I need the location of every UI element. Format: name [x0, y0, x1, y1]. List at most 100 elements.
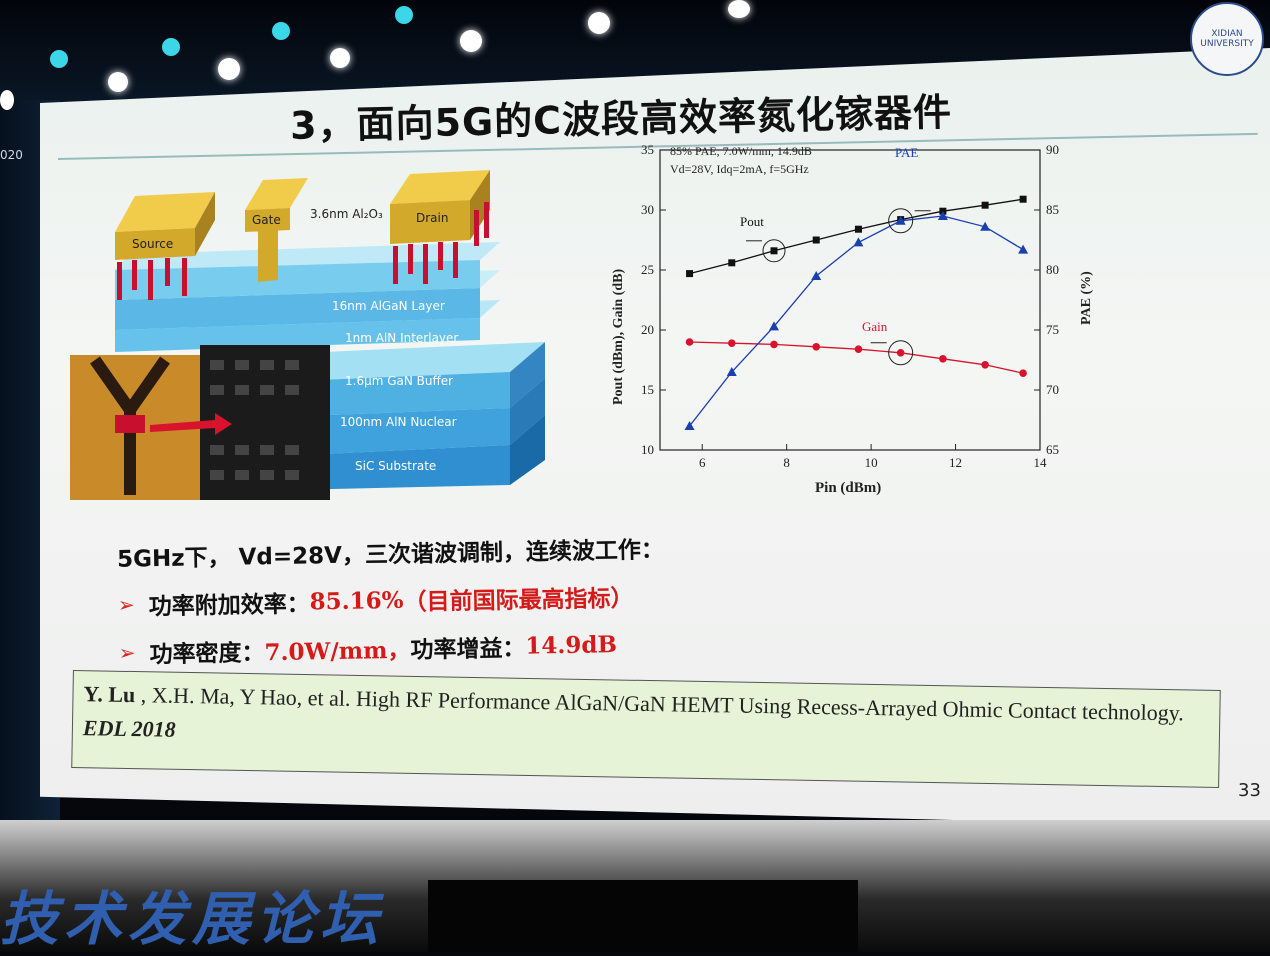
y-right-tick-label: 70: [1046, 382, 1059, 397]
pae-point: [769, 321, 779, 331]
y-left-tick-label: 15: [641, 382, 654, 397]
pout-point: [981, 201, 989, 209]
y-left-tick-label: 30: [641, 202, 654, 217]
source-contact: [115, 192, 215, 260]
x-tick-label: 10: [865, 455, 878, 470]
stage-light: [0, 90, 14, 110]
y-axis-left-label: Pout (dBm), Gain (dB): [611, 269, 626, 405]
legend-gain: Gain: [862, 319, 888, 334]
gain-point: [685, 338, 694, 346]
sic-label: SiC Substrate: [355, 459, 436, 473]
y-right-tick-label: 90: [1046, 142, 1059, 157]
x-tick-label: 12: [949, 455, 962, 470]
reference-journal: EDL 2018: [82, 715, 176, 742]
reference-text: , X.H. Ma, Y Hao, et al. High RF Perform…: [135, 682, 1185, 726]
stage-light: [588, 12, 610, 34]
gain-callout-circle: [888, 340, 914, 366]
gain-point: [727, 339, 736, 347]
stage-light: [162, 38, 180, 56]
x-tick-label: 14: [1034, 455, 1048, 470]
y-left-tick-label: 20: [641, 322, 654, 337]
pae-point: [937, 211, 948, 220]
pae-point: [853, 237, 864, 247]
power-gain-value: 14.9dB: [525, 630, 618, 660]
left-edge-text: 020: [0, 148, 23, 162]
oxide-label: 3.6nm Al₂O₃: [310, 207, 383, 221]
drain-label: Drain: [416, 211, 448, 225]
gain-point: [939, 355, 947, 363]
reference-author: Y. Lu: [83, 681, 136, 708]
y-right-tick-label: 75: [1046, 322, 1059, 337]
legend-pae: PAE: [895, 145, 918, 160]
device-cross-section: Source Gate Drain 3.6nm Al₂O₃ 16nm AlGaN…: [70, 170, 545, 500]
gain-point: [981, 361, 989, 369]
gate-label: Gate: [252, 213, 281, 227]
stage-light: [460, 30, 482, 52]
gain-point: [812, 343, 821, 351]
stage-light: [218, 58, 240, 80]
pae-point: [1018, 244, 1029, 254]
y-right-tick-label: 80: [1046, 262, 1059, 277]
stage-light: [272, 22, 290, 40]
pae-point: [684, 421, 695, 430]
reference-box: Y. Lu , X.H. Ma, Y Hao, et al. High RF P…: [71, 669, 1221, 789]
pout-point: [728, 259, 736, 267]
stage-light: [108, 72, 128, 92]
gan-buffer-label: 1.6μm GaN Buffer: [345, 374, 453, 388]
y-left-tick-label: 10: [641, 442, 654, 457]
forum-banner: 技术发展论坛: [0, 885, 385, 953]
pout-point: [812, 236, 820, 244]
pout-point: [854, 225, 862, 233]
x-tick-label: 6: [699, 455, 706, 470]
stage-light: [728, 0, 750, 18]
x-tick-label: 8: [783, 455, 790, 470]
power-density-value: 7.0W/mm，: [264, 636, 411, 667]
stage-light: [395, 6, 413, 24]
chart-annotation-2: Vd=28V, Idq=2mA, f=5GHz: [670, 162, 809, 176]
power-gain-label: 功率增益：: [410, 635, 526, 664]
y-left-tick-label: 35: [641, 142, 654, 157]
arrow-bullet-icon: ➢: [117, 592, 135, 617]
source-label: Source: [132, 237, 173, 251]
pae-point: [980, 221, 991, 231]
aln-interlayer-label: 1nm AlN Interlayer: [345, 331, 458, 345]
pout-callout-circle: [762, 239, 786, 263]
logo-text: XIDIAN UNIVERSITY: [1200, 29, 1254, 49]
algan-label: 16nm AlGaN Layer: [332, 299, 445, 313]
pout-point: [770, 247, 778, 255]
bullet-pae: ➢ 功率附加效率： 85.16% （目前国际最高指标）: [118, 578, 665, 622]
bullet-power: ➢ 功率密度： 7.0W/mm， 功率增益： 14.9dB: [118, 626, 665, 670]
pae-label: 功率附加效率：: [148, 591, 310, 621]
pae-value: 85.16%: [309, 586, 404, 615]
power-density-label: 功率密度：: [149, 640, 265, 669]
pout-point: [686, 270, 694, 278]
y-left-tick-label: 25: [641, 262, 654, 277]
podium: [428, 880, 858, 952]
gain-point: [854, 345, 863, 353]
device-micrograph: [70, 345, 330, 500]
pae-point: [726, 367, 737, 376]
page-number: 33: [1238, 780, 1261, 801]
pae-callout-circle: [888, 208, 914, 234]
gain-point: [770, 340, 778, 349]
y-axis-right-label: PAE (%): [1079, 271, 1094, 325]
chart-annotation-1: 85% PAE, 7.0W/mm, 14.9dB: [670, 144, 812, 158]
pae-point: [895, 215, 906, 225]
key-results: 5GHz下， Vd=28V，三次谐波调制，连续波工作： ➢ 功率附加效率： 85…: [117, 530, 666, 684]
x-axis-label: Pin (dBm): [815, 480, 881, 496]
stage-light: [330, 48, 350, 68]
gate-contact: [245, 178, 308, 282]
gain-point: [1019, 369, 1027, 378]
series-line-pout: [689, 198, 1024, 275]
aln-nuclear-label: 100nm AlN Nuclear: [340, 415, 457, 429]
stage-light: [50, 50, 68, 68]
power-performance-chart: 6 8 10 12 14 10 15 20 25 30 35 65 70 75 80 85 90 85% PAE…: [611, 142, 1094, 496]
arrow-bullet-icon: ➢: [118, 640, 136, 665]
y-right-tick-label: 65: [1046, 442, 1059, 457]
ohmic-spikes: [117, 202, 489, 300]
y-right-tick-label: 85: [1046, 202, 1059, 217]
pae-note: （目前国际最高指标）: [403, 585, 634, 616]
gain-point: [896, 349, 905, 357]
series-line-pae: [689, 215, 1024, 427]
plot-frame: [659, 149, 1041, 451]
